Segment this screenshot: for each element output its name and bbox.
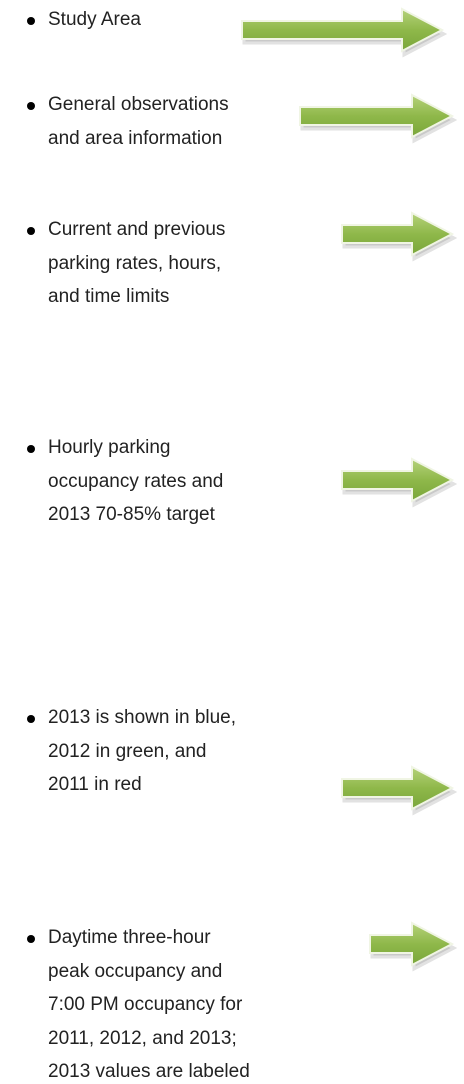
bullet	[27, 102, 35, 110]
arrow	[341, 765, 458, 816]
arrow	[341, 457, 458, 508]
arrow	[341, 211, 458, 262]
arrow-body	[299, 93, 455, 139]
bullet-text: Current and previous	[48, 219, 226, 240]
arrow	[299, 93, 458, 144]
bullet	[27, 445, 35, 453]
bullet	[27, 715, 35, 723]
bullet-text: Daytime three-hour	[48, 927, 211, 948]
bullet	[27, 17, 35, 25]
bullet-text: 2012 in green, and	[48, 740, 207, 762]
bullet	[27, 935, 35, 943]
bullet-text: and time limits	[48, 286, 170, 307]
bullet-text: 2013 is shown in blue,	[48, 707, 237, 728]
bullet-text: 2011, 2012, and 2013;	[48, 1027, 237, 1049]
arrow-body	[369, 921, 455, 967]
bullet-text: peak occupancy and	[48, 960, 223, 982]
arrow-body	[241, 7, 445, 53]
bullet-text: occupancy rates and	[48, 470, 224, 492]
arrow-body	[341, 211, 455, 257]
bullet-text: 2013 70-85% target	[48, 504, 215, 525]
arrow	[241, 7, 448, 58]
bullet-text: and area information	[48, 127, 223, 149]
bullet-text: 2011 in red	[48, 774, 142, 795]
bullet-text: 7:00 PM occupancy for	[48, 994, 243, 1015]
bullet-text: Study Area	[48, 9, 141, 30]
bullet-text: Hourly parking	[48, 437, 171, 458]
arrow-body	[341, 765, 455, 811]
arrow	[369, 921, 458, 972]
bullet-text: 2013 values are labeled	[48, 1061, 250, 1082]
bullet	[27, 227, 35, 235]
bullet-text: parking rates, hours,	[48, 252, 222, 274]
arrow-body	[341, 457, 455, 503]
bullet-text: General observations	[48, 94, 229, 115]
